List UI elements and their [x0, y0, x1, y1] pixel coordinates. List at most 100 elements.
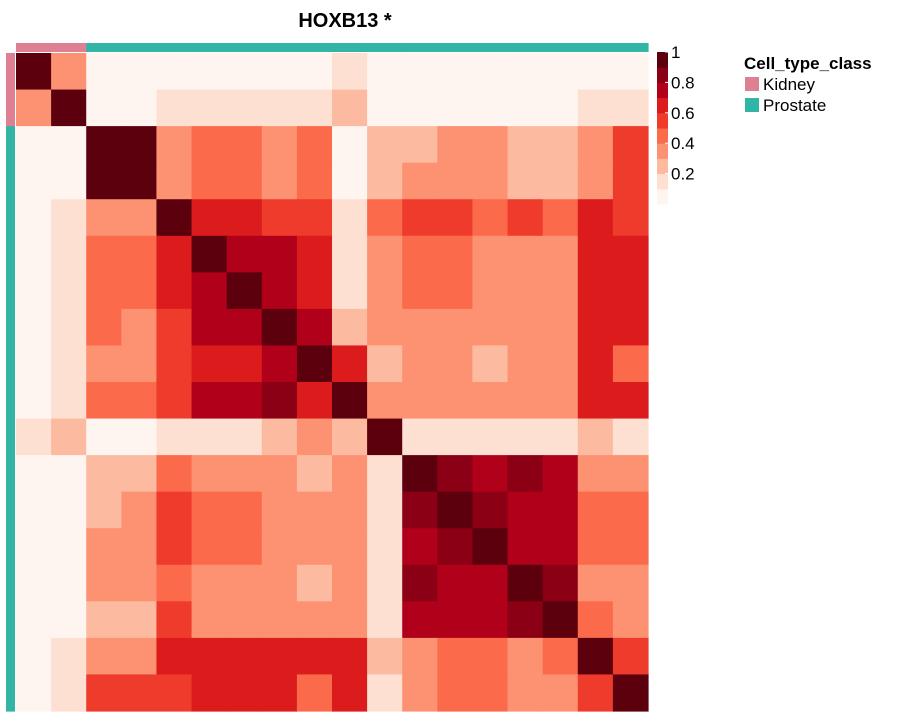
heatmap-cell-13-10	[367, 528, 403, 566]
heatmap-cell-12-15	[542, 491, 579, 529]
heatmap-cell-12-12	[437, 491, 474, 529]
heatmap-cell-0-7	[261, 53, 298, 91]
heatmap-cell-0-17	[612, 53, 649, 91]
heatmap-cell-7-13	[472, 308, 509, 347]
heatmap-cell-2-2	[86, 126, 122, 164]
heatmap-cell-5-16	[577, 235, 614, 273]
heatmap-cell-4-13	[472, 199, 509, 237]
heatmap-cell-4-3	[121, 199, 158, 237]
heatmap-cell-0-2	[86, 53, 122, 91]
heatmap-cell-13-15	[542, 528, 579, 566]
heatmap-cell-1-9	[332, 89, 368, 127]
heatmap-cell-8-8	[296, 345, 333, 383]
heatmap-cell-15-10	[367, 601, 403, 639]
heatmap-cell-9-7	[261, 382, 298, 420]
heatmap-cell-3-0	[16, 162, 52, 200]
heatmap-cell-0-14	[507, 53, 544, 91]
heatmap-cell-9-10	[367, 382, 403, 420]
heatmap-cell-9-3	[121, 382, 158, 420]
heatmap-cell-17-15	[542, 674, 579, 712]
column-annotation-cell-1	[51, 43, 87, 52]
heatmap-cell-6-5	[191, 272, 228, 310]
heatmap-cell-12-0	[16, 491, 52, 529]
heatmap-cell-8-4	[156, 345, 193, 383]
heatmap-cell-9-8	[296, 382, 333, 420]
heatmap-cell-17-13	[472, 674, 509, 712]
heatmap-cell-7-5	[191, 308, 228, 347]
heatmap-cell-2-4	[156, 126, 193, 164]
heatmap-cell-14-8	[296, 564, 333, 602]
heatmap-cell-0-13	[472, 53, 509, 91]
column-annotation-cell-5	[191, 43, 228, 52]
heatmap-cell-6-6	[226, 272, 263, 310]
heatmap-cell-11-6	[226, 455, 263, 493]
row-annotation-cell-4	[6, 199, 15, 237]
heatmap-cell-8-1	[51, 345, 87, 383]
heatmap-cell-1-7	[261, 89, 298, 127]
heatmap-cell-11-1	[51, 455, 87, 493]
heatmap-cell-9-13	[472, 382, 509, 420]
heatmap-cell-0-15	[542, 53, 579, 91]
color-scale-bin-6	[657, 97, 668, 114]
heatmap-cell-6-2	[86, 272, 122, 310]
heatmap-cell-16-12	[437, 637, 474, 676]
heatmap-cell-16-14	[507, 637, 544, 676]
heatmap-cell-12-6	[226, 491, 263, 529]
heatmap-cell-13-7	[261, 528, 298, 566]
heatmap-cell-11-2	[86, 455, 122, 493]
heatmap-cell-13-6	[226, 528, 263, 566]
heatmap-cell-14-9	[332, 564, 368, 602]
heatmap-cell-1-10	[367, 89, 403, 127]
heatmap-cell-11-13	[472, 455, 509, 493]
heatmap-cell-9-12	[437, 382, 474, 420]
column-annotation-cell-17	[612, 43, 649, 52]
heatmap-cell-5-3	[121, 235, 158, 273]
heatmap-cell-6-13	[472, 272, 509, 310]
heatmap-cell-15-6	[226, 601, 263, 639]
heatmap-cell-16-10	[367, 637, 403, 676]
heatmap-cell-6-10	[367, 272, 403, 310]
heatmap-cell-14-7	[261, 564, 298, 602]
heatmap-cell-17-9	[332, 674, 368, 712]
heatmap-cell-14-2	[86, 564, 122, 602]
heatmap-cell-2-1	[51, 126, 87, 164]
column-annotation-cell-16	[577, 43, 614, 52]
heatmap-cell-4-9	[332, 199, 368, 237]
heatmap-cell-8-15	[542, 345, 579, 383]
heatmap-cell-1-15	[542, 89, 579, 127]
heatmap-cell-7-9	[332, 308, 368, 347]
heatmap-cell-14-13	[472, 564, 509, 602]
heatmap-cell-15-15	[542, 601, 579, 639]
legend-swatch-prostate	[745, 98, 759, 112]
heatmap-cell-12-14	[507, 491, 544, 529]
row-annotation-cell-15	[6, 601, 15, 639]
heatmap-cell-17-6	[226, 674, 263, 712]
color-scale-bin-3	[657, 143, 668, 159]
row-annotation-cell-7	[6, 308, 15, 347]
heatmap-cell-12-4	[156, 491, 193, 529]
heatmap-cell-4-5	[191, 199, 228, 237]
color-scale-tick-label: 1	[671, 43, 680, 62]
heatmap-cell-5-7	[261, 235, 298, 273]
heatmap-cell-12-9	[332, 491, 368, 529]
heatmap-cell-12-10	[367, 491, 403, 529]
heatmap-cell-11-11	[402, 455, 438, 493]
heatmap-cell-1-2	[86, 89, 122, 127]
heatmap-cell-7-11	[402, 308, 438, 347]
heatmap-cell-4-6	[226, 199, 263, 237]
heatmap-cell-3-2	[86, 162, 122, 200]
heatmap-cell-4-14	[507, 199, 544, 237]
row-annotation-cell-11	[6, 455, 15, 493]
column-annotation-cell-6	[226, 43, 263, 52]
heatmap-cell-11-12	[437, 455, 474, 493]
heatmap-cell-15-1	[51, 601, 87, 639]
heatmap-cell-13-3	[121, 528, 158, 566]
heatmap-cell-14-12	[437, 564, 474, 602]
heatmap-cell-13-12	[437, 528, 474, 566]
heatmap-cell-16-1	[51, 637, 87, 676]
heatmap-cell-14-0	[16, 564, 52, 602]
heatmap-cell-2-12	[437, 126, 474, 164]
heatmap-cell-7-1	[51, 308, 87, 347]
